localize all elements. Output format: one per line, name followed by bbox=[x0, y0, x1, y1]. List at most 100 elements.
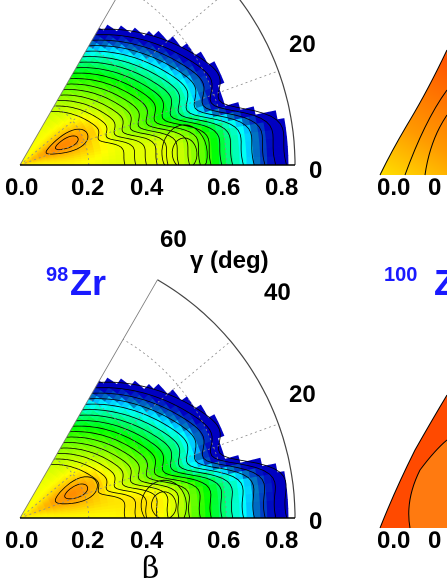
surface-cell bbox=[273, 146, 282, 157]
grid-radial bbox=[19, 0, 218, 166]
contour-line bbox=[85, 403, 244, 519]
surface-cell bbox=[259, 147, 268, 157]
surface-cell bbox=[279, 489, 288, 501]
contour-line bbox=[64, 483, 88, 500]
surface-cell bbox=[177, 153, 186, 160]
surface-cell bbox=[232, 149, 241, 158]
nucleus-symbol: Zr bbox=[70, 262, 106, 303]
surface-cell bbox=[204, 144, 213, 153]
surface-cell bbox=[163, 154, 172, 161]
grid-arc bbox=[122, 339, 227, 519]
contour-line bbox=[72, 425, 201, 519]
gamma-axis-label: γ (deg) bbox=[190, 247, 269, 274]
r-tick-label: 0.0 bbox=[5, 527, 38, 554]
surface-cell bbox=[268, 110, 278, 122]
surface-cell bbox=[276, 118, 286, 129]
r-tick-label: 0.2 bbox=[71, 174, 104, 201]
surface-cell bbox=[176, 147, 185, 155]
grid-arc bbox=[143, 0, 227, 166]
surface-cell bbox=[204, 151, 213, 159]
contour-line bbox=[88, 45, 255, 166]
contour-line bbox=[54, 476, 98, 505]
surface-cell bbox=[207, 61, 219, 72]
contour-line bbox=[60, 447, 158, 519]
r-tick-label: 0.0 bbox=[5, 174, 38, 201]
surface-cell bbox=[265, 138, 275, 149]
surface-cell bbox=[253, 509, 261, 519]
surface-cell bbox=[212, 157, 220, 166]
contour-line bbox=[66, 436, 180, 519]
surface-cell bbox=[198, 151, 206, 160]
contour-line bbox=[45, 128, 89, 155]
surface-cell bbox=[237, 486, 246, 496]
panel-lower-right: 100 Z 0.0 0 bbox=[378, 262, 447, 554]
contour-line bbox=[53, 458, 137, 519]
gamma-tick-label: 20 bbox=[289, 381, 316, 408]
surface-cell bbox=[251, 131, 260, 141]
contour-line bbox=[91, 392, 266, 519]
panel-upper-left-plot bbox=[19, 0, 296, 166]
r-tick-label: 0.6 bbox=[207, 174, 240, 201]
surface-cell bbox=[224, 142, 233, 151]
surface-cell bbox=[190, 498, 199, 507]
grid-arc bbox=[54, 458, 90, 519]
gamma-tick-label: 0 bbox=[309, 508, 322, 535]
surface-cell bbox=[265, 491, 275, 502]
surface-cell bbox=[253, 156, 261, 166]
surface-cell bbox=[258, 491, 268, 502]
surface-cell bbox=[210, 136, 219, 146]
surface-cell bbox=[232, 502, 241, 511]
r-tick-label: 0.0 bbox=[377, 174, 410, 201]
surface-cell bbox=[116, 378, 127, 389]
surface-cell bbox=[268, 463, 278, 475]
contour-line bbox=[95, 34, 277, 166]
surface-cell bbox=[267, 155, 275, 166]
surface-cell bbox=[238, 140, 247, 150]
gamma-tick-label: 20 bbox=[289, 31, 316, 58]
panel-upper-right: 0.0 0 bbox=[377, 49, 447, 201]
surface-cell bbox=[211, 496, 220, 505]
surface-cell bbox=[237, 133, 246, 143]
surface-cell bbox=[252, 147, 261, 158]
surface-cell bbox=[217, 496, 227, 505]
surface-cell bbox=[207, 414, 219, 425]
surface-cell bbox=[258, 138, 268, 149]
panel-upper-left: 0.0 0.2 0.4 0.6 0.8 0.0 0 20 bbox=[5, 0, 322, 201]
contour-line bbox=[95, 387, 277, 519]
surface-cell bbox=[153, 30, 164, 42]
grid-arc bbox=[54, 105, 90, 166]
gamma-60-line bbox=[19, 0, 116, 166]
contour-line bbox=[66, 83, 180, 166]
surface-cell bbox=[156, 154, 165, 161]
surface-cell bbox=[197, 498, 206, 506]
surface-cell bbox=[170, 506, 179, 514]
surface-cell bbox=[177, 158, 186, 166]
surface-cell bbox=[239, 148, 248, 158]
gamma-tick-label: 0 bbox=[309, 157, 322, 184]
contour-line bbox=[63, 442, 169, 519]
r-tick-label: 0.8 bbox=[265, 174, 298, 201]
grid-radial bbox=[19, 70, 279, 166]
contour-line bbox=[57, 100, 147, 166]
r-tick-label: 0.6 bbox=[207, 527, 240, 554]
r-tick-label: 0.8 bbox=[265, 527, 298, 554]
surface-cell bbox=[246, 509, 255, 519]
grid-arc bbox=[88, 45, 158, 166]
contour-line bbox=[151, 491, 177, 519]
surface-cell bbox=[218, 503, 227, 512]
r-tick-label: 0.4 bbox=[130, 174, 164, 201]
contour-line bbox=[53, 105, 137, 166]
outer-arc bbox=[239, 0, 296, 165]
mass-number: 100 bbox=[384, 264, 417, 286]
surface-cell bbox=[252, 139, 261, 150]
surface-cell bbox=[191, 511, 200, 519]
contour-line bbox=[76, 420, 212, 519]
surface-cell bbox=[183, 499, 192, 507]
mass-number: 98 bbox=[46, 264, 68, 286]
surface-cell bbox=[130, 27, 141, 38]
surface-cell bbox=[273, 499, 282, 510]
surface-cell bbox=[231, 494, 240, 504]
surface-cell bbox=[230, 134, 240, 144]
contour-line bbox=[98, 28, 287, 166]
surface-cell bbox=[267, 508, 275, 519]
